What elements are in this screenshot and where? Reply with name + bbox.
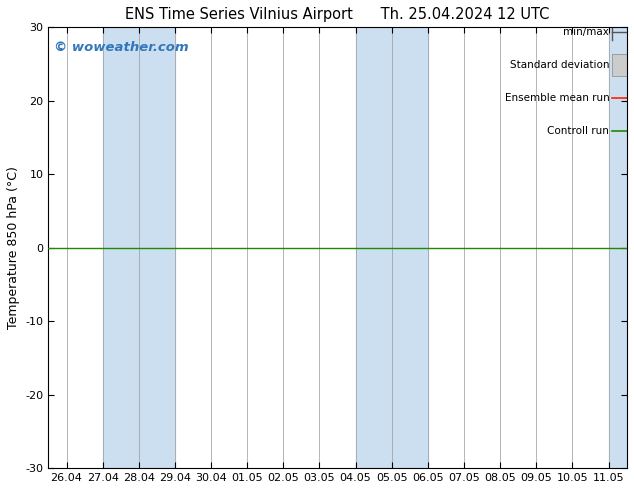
Title: ENS Time Series Vilnius Airport      Th. 25.04.2024 12 UTC: ENS Time Series Vilnius Airport Th. 25.0… <box>126 7 550 22</box>
Text: Standard deviation: Standard deviation <box>510 60 609 70</box>
Bar <box>356 27 428 468</box>
Text: © woweather.com: © woweather.com <box>55 41 189 53</box>
Text: min/max: min/max <box>564 26 609 37</box>
Text: Ensemble mean run: Ensemble mean run <box>505 93 609 103</box>
Bar <box>612 54 634 76</box>
Bar <box>103 27 175 468</box>
Bar <box>609 27 634 468</box>
Text: Controll run: Controll run <box>547 126 609 136</box>
Y-axis label: Temperature 850 hPa (°C): Temperature 850 hPa (°C) <box>7 166 20 329</box>
